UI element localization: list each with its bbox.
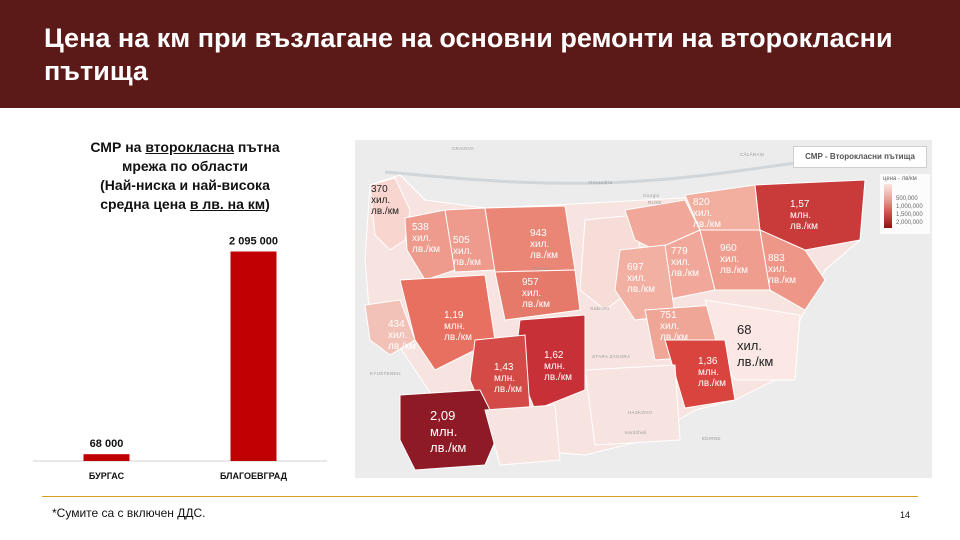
- region-map: [355, 140, 932, 478]
- category-label: БУРГАС: [89, 471, 125, 481]
- city-label: STARA ZAGORA: [592, 354, 631, 359]
- page-title: Цена на км при възлагане на основни ремо…: [44, 23, 893, 86]
- city-label: Pleven: [533, 266, 549, 271]
- city-label: HASKOVO: [628, 410, 653, 415]
- region-value-label: 538 хил. лв./км: [412, 222, 440, 255]
- map-region-lovech: [494, 269, 581, 321]
- region-value-label: 1,57 млн. лв./км: [790, 199, 818, 232]
- region-value-label: 370 хил. лв./км: [371, 184, 399, 217]
- map-region-sofia: [399, 274, 496, 371]
- region-value-label: 1,62 млн. лв./км: [544, 350, 572, 383]
- chart-title-underlined: в лв. на км: [189, 196, 266, 212]
- city-label: CĂLĂRAȘI: [740, 152, 765, 157]
- page-number: 14: [899, 510, 910, 520]
- region-value-label: 68 хил. лв./км: [737, 322, 774, 369]
- map-region-yambol: [664, 339, 736, 409]
- legend-tick: 500,000: [896, 196, 918, 202]
- chart-title-text: ): [265, 196, 270, 212]
- map-region-sofia-city: [364, 299, 416, 356]
- city-label: Giurgiu: [643, 193, 660, 198]
- region-value-label: 505 хил. лв./км: [453, 235, 481, 268]
- bar-chart: 68 000 БУРГАС 2 095 000 БЛАГОЕВГРАД: [33, 236, 327, 481]
- city-label: RUSE: [648, 200, 662, 205]
- city-label: Kardzhali: [625, 430, 647, 435]
- footnote: *Сумите са с включен ДДС.: [52, 506, 206, 520]
- region-value-label: 697 хил. лв./км: [627, 262, 655, 295]
- map-color-legend: цена - лв/км 500,000 1,000,000 1,500,000…: [880, 174, 930, 234]
- region-value-label: 434 хил. лв./км: [388, 319, 416, 352]
- region-value-label: 883 хил. лв./км: [768, 253, 796, 286]
- chart-title-text: средна цена: [100, 196, 190, 212]
- map-region-smolyan: [484, 404, 561, 466]
- city-label: KYUSTENDIL: [370, 371, 402, 376]
- city-label: EDIRNE: [702, 436, 721, 441]
- legend-title: цена - лв/км: [883, 176, 917, 182]
- region-value-label: 960 хил. лв./км: [720, 243, 748, 276]
- data-label: 2 095 000: [229, 236, 278, 248]
- map-region-blagoevgrad: [399, 389, 501, 471]
- category-label: БЛАГОЕВГРАД: [220, 471, 288, 481]
- city-label: Gabrovo: [590, 306, 610, 311]
- map-region-dobrich: [754, 179, 866, 251]
- city-label: Alexandria: [588, 180, 613, 185]
- region-value-label: 957 хил. лв./км: [522, 277, 550, 310]
- region-value-label: 779 хил. лв./км: [671, 246, 699, 279]
- map-region-haskovo: [584, 364, 681, 446]
- region-value-label: 1,36 млн. лв./км: [698, 356, 726, 389]
- region-value-label: 2,09 млн. лв./км: [430, 408, 467, 455]
- region-value-label: 1,19 млн. лв./км: [444, 310, 472, 343]
- region-value-label: 943 хил. лв./км: [530, 228, 558, 261]
- region-value-label: 820 хил. лв./км: [693, 197, 721, 230]
- chart-title-text: (Най-ниска и най-висока: [100, 177, 270, 193]
- region-value-label: 751 хил. лв./км: [660, 310, 688, 343]
- chart-title-underlined: второкласна: [145, 139, 234, 155]
- chart-title-text: пътна: [233, 139, 280, 155]
- chart-title-text: СМР на: [90, 139, 146, 155]
- bar-2: [230, 251, 277, 461]
- chart-title-text: мрежа по области: [122, 158, 248, 174]
- map-region-vidin: [369, 177, 411, 251]
- legend-tick: 2,000,000: [896, 220, 923, 226]
- legend-tick: 1,000,000: [896, 204, 923, 210]
- legend-tick: 1,500,000: [896, 212, 923, 218]
- header-bar: Цена на км при възлагане на основни ремо…: [0, 0, 960, 108]
- map-region-montana: [404, 209, 456, 281]
- map-title-box: СМР - Второкласни пътища: [793, 146, 927, 168]
- city-label: CRAIOVA: [452, 146, 475, 151]
- bar-1: [83, 454, 130, 461]
- legend-gradient: [884, 184, 892, 228]
- data-label: 68 000: [90, 438, 124, 450]
- region-value-label: 1,43 млн. лв./км: [494, 362, 522, 395]
- map-region-varna: [759, 229, 826, 311]
- chart-title: СМР на второкласна пътна мрежа по област…: [40, 138, 330, 214]
- map-shapes: [364, 152, 876, 471]
- footer-divider: [42, 496, 918, 497]
